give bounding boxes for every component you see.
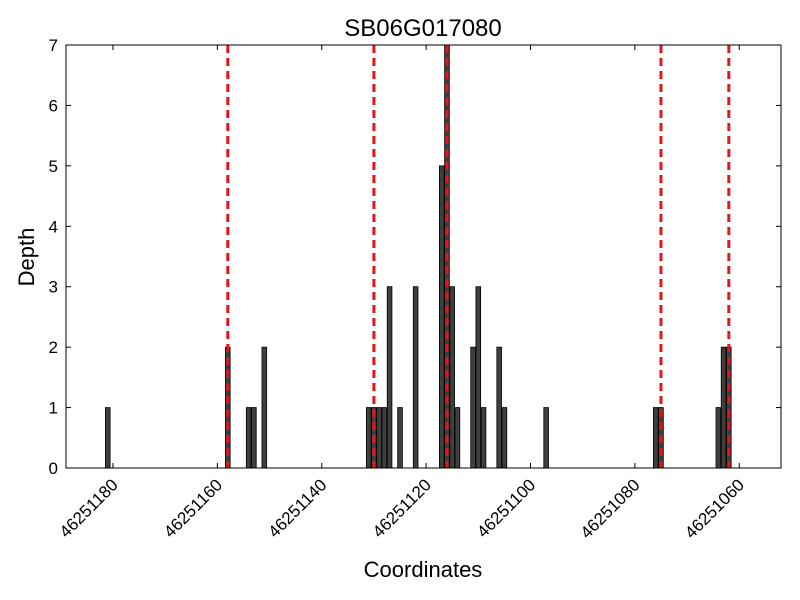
depth-bar	[720, 346, 727, 469]
y-tick-label: 3	[49, 278, 58, 297]
depth-bar	[543, 407, 549, 469]
chart-title: SB06G017080	[344, 15, 501, 42]
y-tick-label: 4	[49, 217, 58, 236]
x-tick-label: 46251060	[681, 475, 748, 542]
depth-bar	[376, 407, 382, 469]
depth-bar	[261, 346, 268, 469]
x-tick-label: 46251080	[577, 475, 644, 542]
y-tick-label: 5	[49, 157, 58, 176]
y-axis-ticks: 0 1 2 3 4 5 6 7	[49, 36, 781, 478]
bars-layer	[105, 44, 732, 469]
y-axis-label: Depth	[14, 228, 39, 287]
depth-bar	[501, 407, 508, 469]
depth-bar	[251, 407, 257, 469]
x-tick-label: 46251100	[473, 475, 539, 541]
depth-bar	[365, 407, 372, 469]
depth-bar	[480, 407, 487, 469]
depth-bar	[715, 407, 722, 469]
depth-bar	[412, 286, 419, 469]
y-tick-label: 6	[49, 96, 58, 115]
depth-bar	[397, 407, 403, 469]
depth-bar	[449, 286, 455, 469]
depth-bar	[245, 407, 252, 469]
depth-bar	[381, 407, 388, 469]
depth-bar	[496, 346, 502, 469]
depth-bar	[105, 407, 111, 469]
depth-bar	[386, 286, 393, 469]
x-tick-label: 46251140	[265, 475, 331, 541]
depth-bar	[475, 286, 482, 469]
depth-bar	[653, 407, 659, 469]
depth-bar	[439, 165, 445, 469]
depth-bar	[470, 346, 476, 469]
y-tick-label: 7	[49, 36, 58, 55]
x-tick-label: 46251180	[56, 475, 122, 541]
x-axis-label: Coordinates	[364, 557, 483, 582]
depth-bar	[454, 407, 461, 469]
x-tick-label: 46251120	[369, 475, 435, 541]
reference-lines-layer	[226, 45, 731, 468]
plot-frame	[65, 44, 782, 469]
x-tick-label: 46251160	[160, 475, 226, 541]
y-tick-label: 2	[49, 338, 58, 357]
y-tick-label: 0	[49, 459, 58, 478]
y-tick-label: 1	[49, 399, 58, 418]
